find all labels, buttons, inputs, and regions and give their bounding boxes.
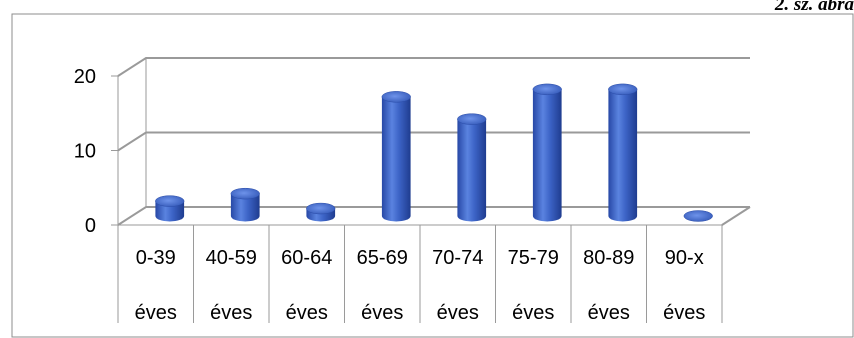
bar-1 xyxy=(231,188,260,221)
bar-cap-0 xyxy=(155,196,184,207)
gridline-20 xyxy=(118,58,750,76)
y-tick-label-20: 20 xyxy=(74,66,96,88)
x-label-7-0: 90-x xyxy=(665,247,704,269)
x-label-2-1: éves xyxy=(286,302,328,324)
bar-cap-3 xyxy=(382,91,411,102)
bar-cap-6 xyxy=(608,84,637,95)
gridline-0 xyxy=(118,207,750,225)
bar-5 xyxy=(533,84,562,222)
x-label-3-0: 65-69 xyxy=(357,247,408,269)
bar-4 xyxy=(457,114,486,222)
gridline-10 xyxy=(118,133,750,151)
bar-body-6 xyxy=(608,89,637,221)
x-label-6-0: 80-89 xyxy=(583,247,634,269)
x-label-5-0: 75-79 xyxy=(508,247,559,269)
bar-2 xyxy=(306,203,335,221)
y-tick-label-10: 10 xyxy=(74,141,96,163)
floor-right-edge xyxy=(722,207,750,225)
bar-body-5 xyxy=(533,89,562,221)
y-tick-label-0: 0 xyxy=(85,215,96,237)
x-label-1-0: 40-59 xyxy=(206,247,257,269)
bar-body-4 xyxy=(457,119,486,221)
x-label-0-0: 0-39 xyxy=(136,247,176,269)
bar-cap-4 xyxy=(457,114,486,125)
bar-cap-7 xyxy=(684,211,713,222)
bar-3 xyxy=(382,91,411,221)
x-label-3-1: éves xyxy=(361,302,403,324)
x-label-7-1: éves xyxy=(663,302,705,324)
x-label-2-0: 60-64 xyxy=(281,247,332,269)
bar-7 xyxy=(684,211,713,222)
bar-cap-1 xyxy=(231,188,260,199)
x-label-4-0: 70-74 xyxy=(432,247,483,269)
x-label-6-1: éves xyxy=(588,302,630,324)
category-table xyxy=(118,225,722,323)
x-label-5-1: éves xyxy=(512,302,554,324)
x-label-4-1: éves xyxy=(437,302,479,324)
bar-cap-2 xyxy=(306,203,335,214)
x-label-1-1: éves xyxy=(210,302,252,324)
bar-body-3 xyxy=(382,97,411,222)
bar-6 xyxy=(608,84,637,222)
bar-cap-5 xyxy=(533,84,562,95)
x-label-0-1: éves xyxy=(135,302,177,324)
bar-0 xyxy=(155,196,184,222)
